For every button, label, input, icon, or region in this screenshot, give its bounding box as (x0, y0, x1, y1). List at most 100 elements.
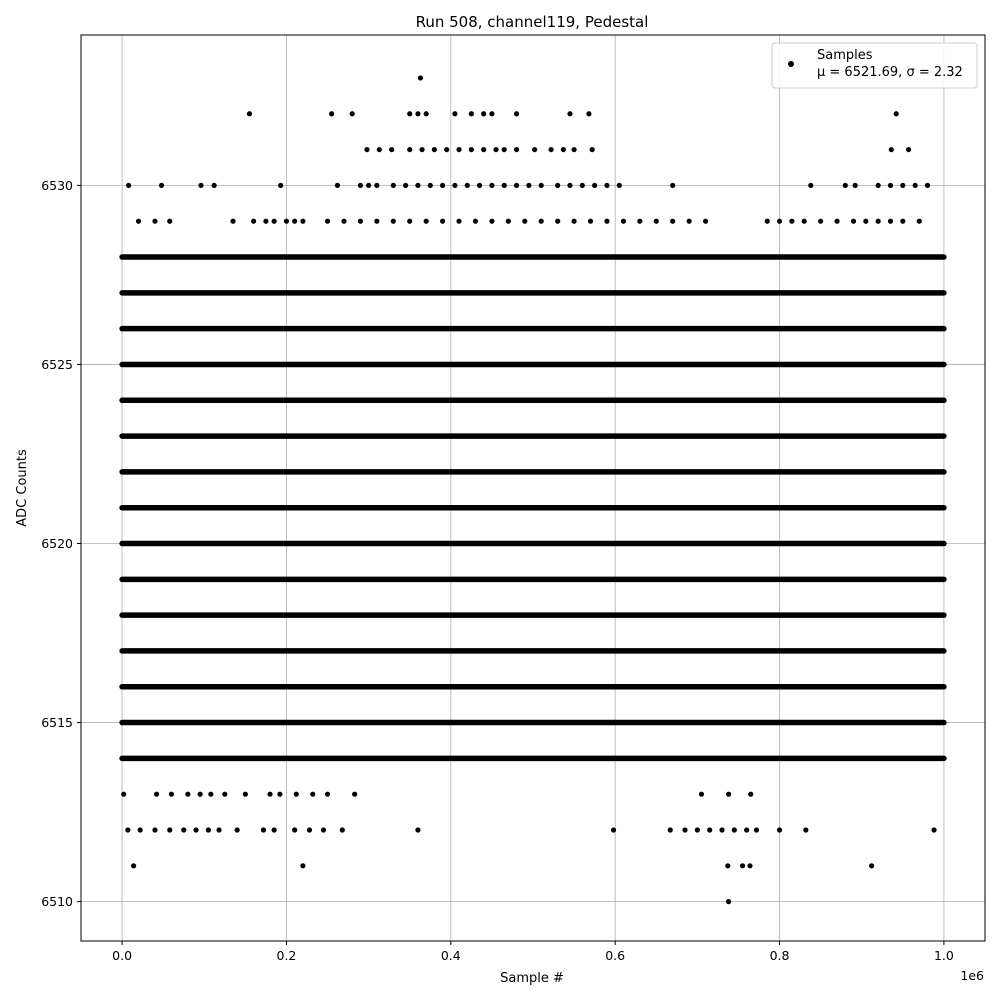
data-point (440, 218, 446, 224)
data-point (374, 218, 380, 224)
data-point (842, 182, 848, 189)
data-point (452, 111, 458, 117)
data-point (924, 182, 931, 189)
x-tick-label: 0.2 (277, 948, 297, 963)
data-point (803, 827, 809, 833)
data-point (300, 218, 306, 224)
x-tick-label: 1.0 (934, 948, 954, 963)
data-point (468, 111, 474, 117)
legend: Samples μ = 6521.69, σ = 2.32 (771, 42, 978, 89)
data-point (125, 827, 131, 833)
data-point (719, 827, 725, 833)
y-axis-label: ADC Counts (15, 449, 30, 527)
data-point (916, 218, 922, 224)
data-point (571, 218, 577, 224)
y-tick-label: 6520 (41, 536, 73, 551)
data-point (808, 182, 814, 189)
data-point (744, 827, 750, 833)
data-point (776, 218, 783, 224)
data-point (277, 791, 283, 797)
data-point (567, 111, 573, 117)
data-point (357, 218, 364, 224)
data-point (283, 218, 290, 224)
data-point (852, 182, 858, 189)
data-point (135, 218, 142, 224)
data-point (211, 182, 217, 189)
data-point (604, 218, 610, 224)
grid-lines (81, 35, 985, 941)
data-point (310, 791, 316, 797)
data-point (931, 827, 937, 833)
data-point (352, 791, 358, 797)
data-point (493, 146, 499, 153)
data-point (776, 827, 783, 833)
data-point (731, 827, 737, 833)
data-point (707, 827, 713, 833)
data-point (489, 111, 495, 117)
data-point (501, 146, 507, 153)
data-point (905, 146, 912, 153)
data-point (513, 182, 520, 189)
data-point (513, 146, 520, 153)
data-point (725, 863, 731, 869)
data-point (764, 218, 770, 224)
x-axis-label: Sample # (500, 971, 564, 986)
data-point (407, 218, 413, 224)
data-point (339, 827, 345, 833)
data-point (739, 863, 746, 869)
data-point (137, 827, 143, 833)
data-point (415, 111, 421, 117)
data-point (748, 791, 754, 797)
data-point (222, 791, 228, 797)
data-point (431, 146, 437, 153)
x-tick-label: 0.0 (112, 948, 132, 963)
data-point (152, 218, 158, 224)
data-point (121, 791, 127, 797)
data-point (875, 218, 881, 224)
data-point (456, 146, 462, 153)
data-point (334, 182, 341, 189)
data-point (423, 218, 429, 224)
data-point (887, 218, 894, 224)
data-point (538, 182, 544, 189)
data-point (278, 182, 284, 189)
data-point (481, 111, 487, 117)
data-point (376, 146, 382, 153)
data-point (324, 791, 331, 797)
data-point (522, 218, 528, 224)
data-point (374, 182, 380, 189)
data-point (320, 827, 327, 833)
x-axis-ticks: 0.0 0.2 0.4 0.6 0.8 1.0 (112, 941, 954, 963)
data-point (407, 111, 413, 117)
data-point (505, 218, 511, 224)
data-point (548, 146, 554, 153)
data-point (230, 218, 236, 224)
data-point (341, 218, 347, 224)
data-point (306, 827, 313, 833)
plot-frame (80, 34, 986, 942)
data-point (300, 863, 306, 869)
data-point (818, 218, 824, 224)
data-point (610, 827, 617, 833)
data-point (152, 827, 158, 833)
data-point (205, 827, 211, 833)
data-point (417, 75, 424, 81)
data-point (198, 182, 204, 189)
data-point (747, 863, 753, 869)
data-point (415, 827, 421, 833)
data-point (329, 111, 335, 117)
data-point (407, 146, 413, 153)
data-point (868, 863, 875, 869)
data-point (260, 827, 267, 833)
data-point (324, 218, 331, 224)
data-point (263, 218, 269, 224)
data-point (427, 182, 433, 189)
x-tick-label: 0.4 (441, 948, 461, 963)
data-point (616, 182, 622, 189)
data-point (423, 111, 429, 117)
data-point (653, 218, 659, 224)
data-point (538, 218, 544, 224)
data-point (181, 827, 187, 833)
data-point (481, 146, 487, 153)
